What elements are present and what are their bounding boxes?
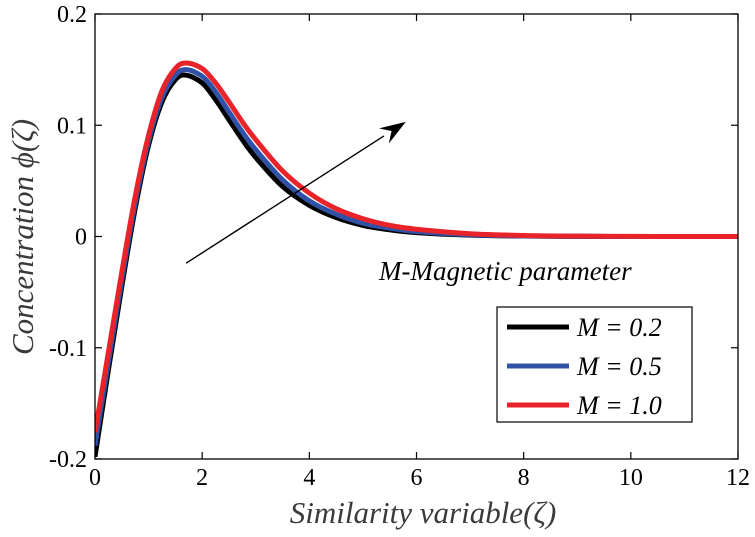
annotation-arrow xyxy=(185,135,385,264)
x-tick-label: 2 xyxy=(196,465,208,491)
y-tick-label: -0.1 xyxy=(49,336,87,362)
y-axis-title: Concentration ϕ(ζ) xyxy=(5,119,40,355)
legend-label-m-0-5: M = 0.5 xyxy=(576,352,662,381)
legend: M = 0.2 M = 0.5 M = 1.0 xyxy=(496,306,693,423)
x-tick-label: 4 xyxy=(303,465,315,491)
x-tick-label: 6 xyxy=(411,465,423,491)
x-tick-label: 8 xyxy=(518,465,530,491)
y-tick-label: 0 xyxy=(75,225,87,251)
y-tick-label: 0.1 xyxy=(57,113,87,139)
legend-label-m-1-0: M = 1.0 xyxy=(576,391,662,420)
x-tick-label: 0 xyxy=(89,465,101,491)
annotation-text: M-Magnetic parameter xyxy=(378,256,632,286)
legend-label-m-0-2: M = 0.2 xyxy=(576,313,662,342)
annotation-group: M-Magnetic parameter xyxy=(185,121,632,286)
y-tick-label: 0.2 xyxy=(57,2,87,28)
axis-ticks: 0 2 4 6 8 10 12 -0.2 -0.1 0 0.1 0.2 xyxy=(49,2,750,491)
y-tick-label: -0.2 xyxy=(49,447,87,473)
series-line-m-1-0 xyxy=(95,60,738,433)
annotation-arrowhead xyxy=(379,121,406,144)
x-axis-title: Similarity variable(ζ) xyxy=(290,495,557,530)
plot-frame xyxy=(94,13,739,460)
series-group xyxy=(95,60,738,458)
x-tick-label: 10 xyxy=(619,465,643,491)
x-tick-label: 12 xyxy=(726,465,750,491)
